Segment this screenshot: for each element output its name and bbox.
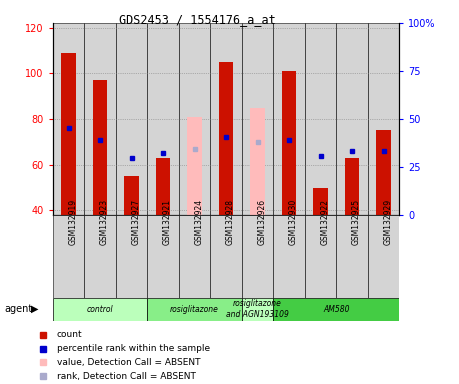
Text: rosiglitazone
and AGN193109: rosiglitazone and AGN193109 — [226, 300, 289, 319]
Bar — [273, 298, 399, 321]
Bar — [282, 71, 296, 215]
Bar — [84, 215, 116, 298]
Text: value, Detection Call = ABSENT: value, Detection Call = ABSENT — [57, 358, 201, 367]
Bar — [124, 176, 139, 215]
Bar — [336, 23, 368, 215]
Text: rank, Detection Call = ABSENT: rank, Detection Call = ABSENT — [57, 372, 196, 381]
Bar — [179, 215, 210, 298]
Text: AM580: AM580 — [323, 305, 350, 314]
Text: count: count — [57, 330, 83, 339]
Bar — [116, 23, 147, 215]
Bar — [242, 215, 273, 298]
Text: rosiglitazone: rosiglitazone — [170, 305, 219, 314]
Bar — [273, 23, 305, 215]
Bar — [93, 80, 107, 215]
Bar — [210, 23, 242, 215]
Bar — [368, 215, 399, 298]
Bar — [147, 215, 179, 298]
Bar — [147, 23, 179, 215]
Bar — [53, 23, 84, 215]
Bar — [345, 158, 359, 215]
Bar — [273, 215, 305, 298]
Text: GDS2453 / 1554176_a_at: GDS2453 / 1554176_a_at — [119, 13, 276, 26]
Text: GSM132921: GSM132921 — [163, 199, 172, 245]
Bar — [187, 117, 202, 215]
Bar — [147, 298, 242, 321]
Text: percentile rank within the sample: percentile rank within the sample — [57, 344, 210, 353]
Bar — [53, 298, 147, 321]
Bar — [313, 188, 328, 215]
Bar — [305, 23, 336, 215]
Bar — [336, 215, 368, 298]
Bar — [376, 131, 391, 215]
Text: GSM132930: GSM132930 — [289, 199, 298, 245]
Bar — [156, 158, 170, 215]
Bar — [210, 215, 242, 298]
Bar — [84, 23, 116, 215]
Bar — [251, 108, 265, 215]
Text: GSM132924: GSM132924 — [195, 199, 203, 245]
Text: control: control — [87, 305, 113, 314]
Text: GSM132927: GSM132927 — [132, 199, 140, 245]
Bar — [62, 53, 76, 215]
Text: GSM132928: GSM132928 — [226, 199, 235, 245]
Text: GSM132925: GSM132925 — [352, 199, 361, 245]
Bar — [305, 215, 336, 298]
Text: GSM132926: GSM132926 — [257, 199, 267, 245]
Text: GSM132919: GSM132919 — [68, 199, 78, 245]
Text: ▶: ▶ — [31, 304, 38, 314]
Text: GSM132922: GSM132922 — [320, 199, 330, 245]
Text: GSM132929: GSM132929 — [384, 199, 392, 245]
Bar — [242, 298, 273, 321]
Text: GSM132923: GSM132923 — [100, 199, 109, 245]
Bar — [242, 23, 273, 215]
Text: agent: agent — [5, 304, 33, 314]
Bar — [53, 215, 84, 298]
Bar — [219, 62, 233, 215]
Bar — [179, 23, 210, 215]
Bar — [368, 23, 399, 215]
Bar — [116, 215, 147, 298]
